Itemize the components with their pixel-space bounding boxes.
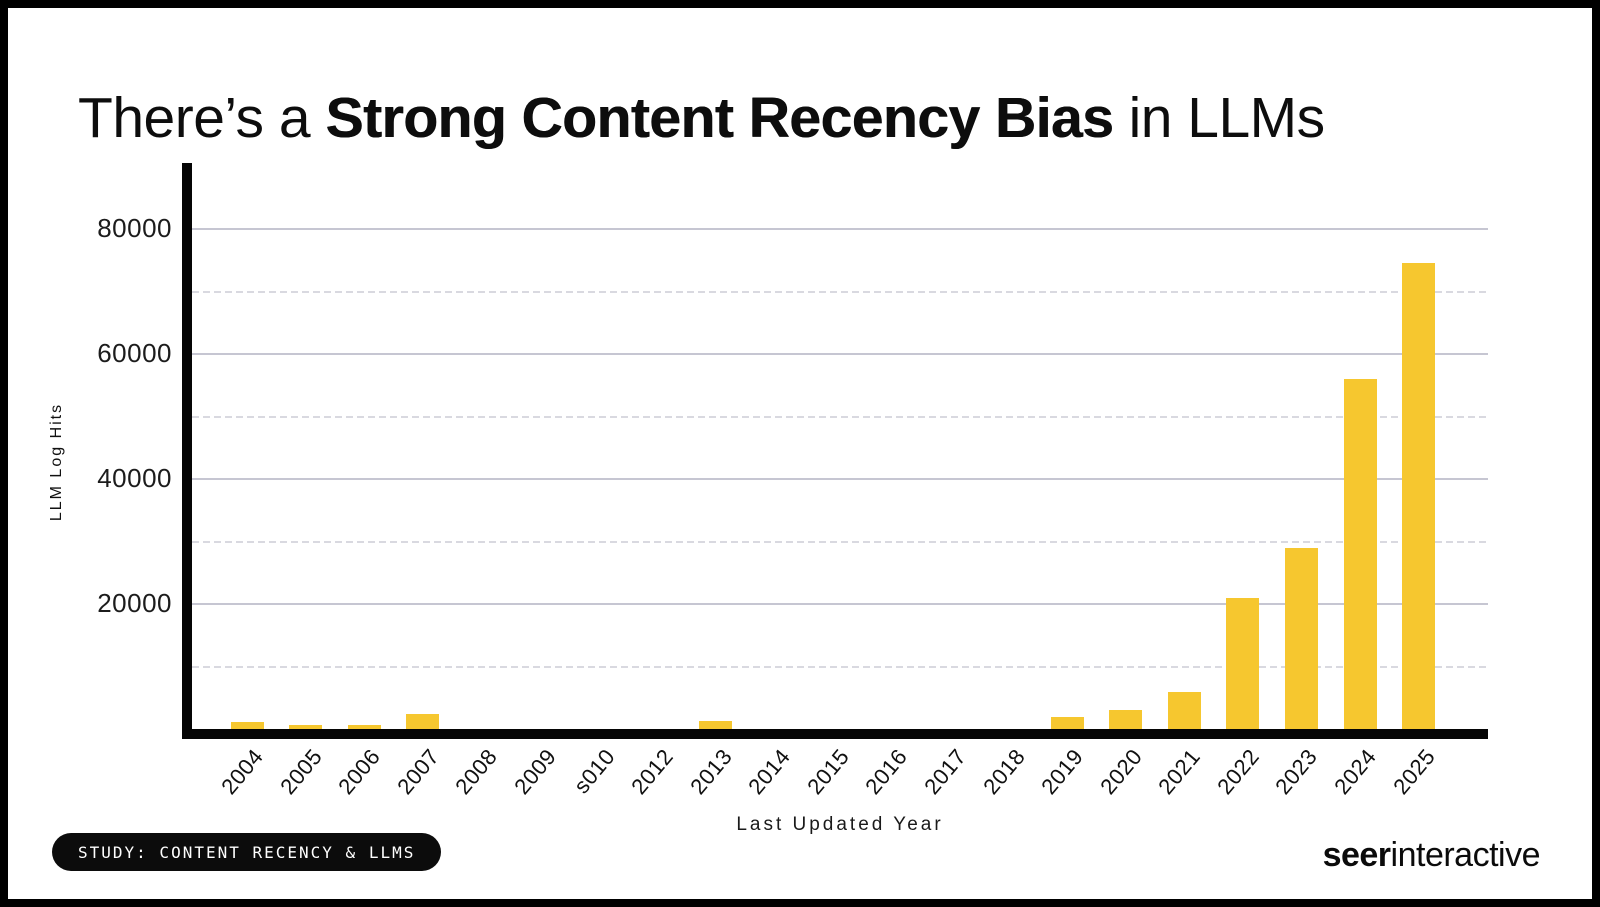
x-tick-label-2018: 2018 — [977, 744, 1030, 800]
bar-2025 — [1402, 263, 1436, 729]
bar-2022 — [1226, 597, 1260, 729]
x-tick-label-2024: 2024 — [1329, 744, 1382, 800]
chart-title-prefix: There’s a — [78, 86, 326, 151]
bar-2023 — [1284, 547, 1318, 729]
bar-2006 — [347, 725, 381, 729]
gridline-40000 — [192, 478, 1488, 480]
brand-logo-bold: seer — [1322, 836, 1391, 874]
x-tick-label-2007: 2007 — [391, 744, 444, 800]
x-tick-label-2012: 2012 — [626, 744, 679, 800]
gridline-80000 — [192, 228, 1488, 230]
chart-title: There’s a Strong Content Recency Bias in… — [78, 86, 1325, 152]
x-tick-label-2006: 2006 — [333, 744, 386, 800]
chart-title-emphasis: Strong Content Recency Bias — [325, 86, 1114, 151]
x-tick-label-s010: s010 — [568, 744, 620, 799]
x-tick-label-2004: 2004 — [216, 744, 269, 800]
x-tick-label-2015: 2015 — [802, 744, 854, 800]
x-tick-label-2005: 2005 — [274, 744, 327, 800]
brand-logo: seerinteractive — [1322, 836, 1541, 875]
bar-2005 — [289, 725, 323, 729]
bar-2024 — [1343, 379, 1377, 729]
bar-2004 — [230, 722, 264, 729]
y-tick-label-60000: 60000 — [97, 338, 172, 368]
chart-title-suffix: in LLMs — [1113, 86, 1326, 151]
gridline-dashed-30000 — [192, 540, 1488, 543]
gridline-20000 — [192, 603, 1488, 605]
study-badge-label: STUDY: CONTENT RECENCY & LLMS — [78, 842, 416, 862]
x-tick-label-2025: 2025 — [1387, 744, 1440, 800]
x-tick-label-2014: 2014 — [743, 744, 796, 800]
gridline-dashed-70000 — [192, 290, 1488, 293]
bar-2020 — [1109, 710, 1143, 729]
x-tick-label-2017: 2017 — [919, 744, 972, 800]
x-tick-label-2013: 2013 — [684, 744, 737, 800]
bar-2021 — [1167, 691, 1201, 729]
study-badge: STUDY: CONTENT RECENCY & LLMS — [52, 833, 442, 871]
x-tick-label-2008: 2008 — [450, 744, 503, 800]
gridline-dashed-50000 — [192, 415, 1488, 418]
bar-2007 — [406, 714, 440, 729]
bar-2013 — [699, 720, 733, 729]
x-tick-label-2020: 2020 — [1094, 744, 1147, 800]
gridline-dashed-10000 — [192, 665, 1488, 668]
y-axis-line — [182, 163, 192, 739]
y-tick-label-40000: 40000 — [97, 463, 172, 493]
x-tick-label-2023: 2023 — [1270, 744, 1323, 800]
x-axis-line — [182, 729, 1488, 739]
plot-area — [192, 163, 1488, 729]
y-tick-label-80000: 80000 — [97, 213, 172, 243]
x-axis-title: Last Updated Year — [736, 814, 944, 835]
bar-2019 — [1050, 717, 1084, 729]
y-axis-title-text: LLM Log Hits — [48, 402, 65, 522]
brand-logo-regular: interactive — [1390, 836, 1541, 874]
x-tick-label-2019: 2019 — [1036, 744, 1089, 800]
x-tick-label-2021: 2021 — [1153, 744, 1206, 800]
x-tick-label-2009: 2009 — [509, 744, 562, 800]
x-tick-label-2022: 2022 — [1212, 744, 1265, 800]
y-tick-label-20000: 20000 — [97, 588, 172, 618]
y-tick-labels: 20000 40000 60000 80000 — [8, 163, 172, 729]
x-tick-label-2016: 2016 — [860, 744, 913, 800]
gridline-60000 — [192, 353, 1488, 355]
